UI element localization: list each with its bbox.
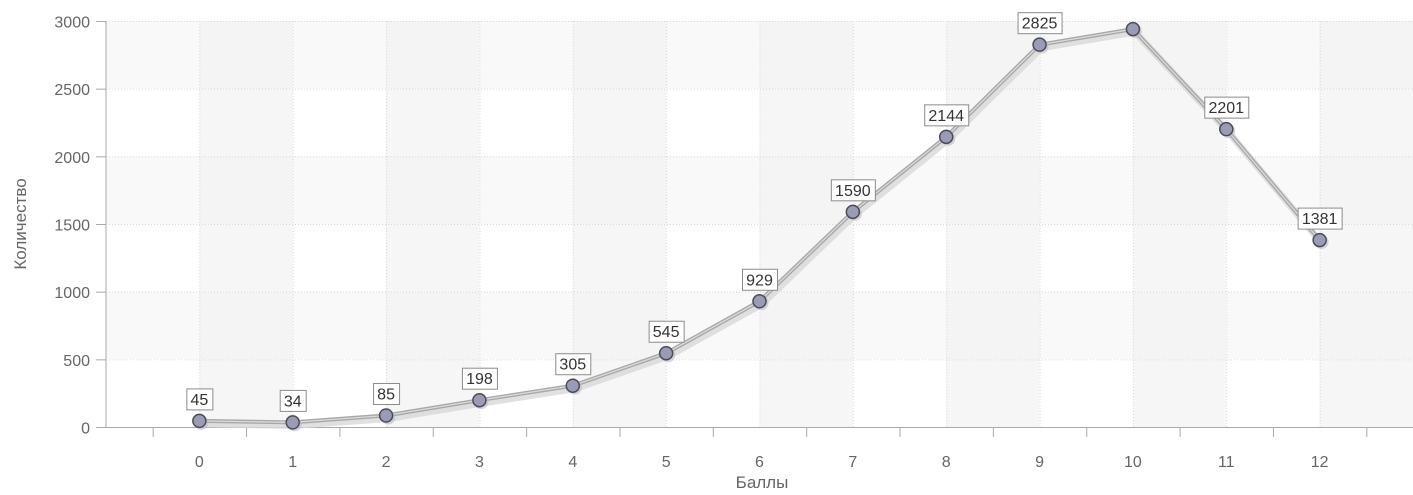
x-tick-label: 10 — [1124, 454, 1142, 471]
data-point — [285, 415, 300, 430]
x-tick-label: 5 — [662, 454, 671, 471]
data-label-text: 2201 — [1208, 100, 1244, 117]
x-tick-label: 4 — [568, 454, 577, 471]
data-label-box — [742, 268, 778, 291]
y-tick-label: 1000 — [54, 285, 90, 302]
data-label-box — [279, 389, 307, 412]
data-label-text: 305 — [559, 357, 586, 374]
data-label: 929 — [742, 268, 778, 291]
x-tick-label: 2 — [382, 454, 391, 471]
data-point — [845, 204, 861, 220]
x-axis-title: Баллы — [736, 473, 789, 492]
data-label-text: 34 — [284, 393, 302, 410]
data-point — [658, 345, 674, 361]
plot-band-horizontal — [106, 156, 1413, 224]
y-axis-title: Количество — [11, 178, 30, 269]
data-point — [752, 294, 767, 309]
data-point — [565, 378, 581, 393]
data-label-box — [648, 320, 685, 343]
data-point — [472, 392, 487, 408]
data-label-box — [830, 179, 876, 202]
data-label-text: 2825 — [1022, 16, 1058, 33]
data-label: 45 — [186, 388, 214, 411]
x-tick-label: 7 — [848, 454, 857, 471]
data-label: 2201 — [1204, 96, 1250, 119]
x-tick-label: 8 — [942, 454, 951, 471]
data-label-box — [555, 353, 592, 376]
data-label-box — [1297, 207, 1343, 230]
data-point — [1312, 232, 1327, 248]
data-label-text: 929 — [746, 272, 773, 289]
data-label: 305 — [555, 353, 592, 376]
y-tick-label: 0 — [81, 421, 90, 438]
data-point — [378, 408, 394, 423]
data-label-box — [1017, 12, 1063, 35]
y-tick-label: 500 — [63, 353, 90, 370]
y-tick-label: 2500 — [54, 82, 90, 99]
data-label-text: 2144 — [928, 108, 964, 125]
data-label-text: 198 — [466, 371, 493, 388]
data-label: 34 — [279, 389, 307, 412]
data-label-text: 545 — [653, 324, 680, 341]
data-label-box — [924, 104, 970, 127]
data-label: 1590 — [830, 179, 876, 202]
data-label: 2825 — [1017, 12, 1063, 35]
data-point — [1219, 121, 1234, 137]
series-layer — [192, 21, 1329, 432]
x-tick-label: 12 — [1311, 454, 1329, 471]
data-label: 85 — [373, 382, 401, 405]
x-tick-label: 11 — [1218, 454, 1235, 471]
data-label-text: 1590 — [835, 183, 871, 200]
data-label-box — [186, 388, 214, 411]
x-tick-label: 3 — [475, 454, 484, 471]
y-tick-label: 1500 — [54, 218, 90, 235]
y-tick-label: 3000 — [54, 15, 90, 32]
data-point — [938, 129, 954, 145]
data-label: 1381 — [1297, 207, 1343, 230]
data-label: 198 — [461, 367, 498, 390]
data-label-box — [373, 382, 401, 405]
x-tick-label: 9 — [1035, 454, 1044, 471]
data-point — [1125, 21, 1141, 37]
data-point — [192, 413, 207, 429]
data-label-text: 1381 — [1302, 211, 1338, 228]
data-label-text: 85 — [377, 386, 395, 403]
data-label-box — [461, 367, 498, 390]
x-tick-label: 0 — [195, 454, 204, 471]
data-point — [1032, 37, 1047, 52]
data-label-text: 45 — [190, 392, 208, 409]
x-tick-label: 6 — [755, 454, 764, 471]
x-tick-label: 1 — [288, 454, 297, 471]
data-labels-layer: 45 34 85 198 305 545 929 1590 2144 2825 2201 1381 — [186, 12, 1343, 412]
y-tick-label: 2000 — [54, 150, 90, 167]
data-label: 545 — [648, 320, 685, 343]
data-label-box — [1204, 96, 1250, 119]
data-label: 2144 — [924, 104, 970, 127]
